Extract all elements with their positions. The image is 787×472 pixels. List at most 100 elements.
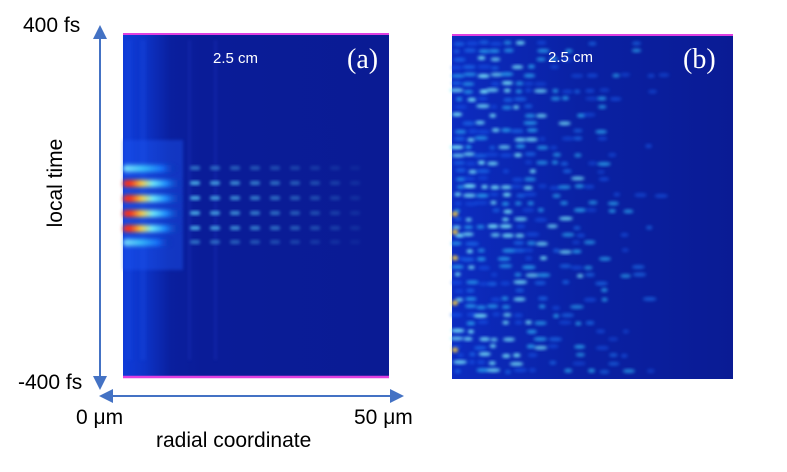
speckle	[487, 281, 498, 286]
speckle	[573, 128, 583, 133]
speckle	[527, 201, 534, 206]
speckle	[588, 41, 597, 46]
speckle	[537, 296, 548, 301]
speckle	[510, 129, 524, 134]
speckle	[570, 176, 585, 181]
speckle	[501, 217, 510, 222]
speckle	[583, 240, 596, 245]
speckle	[527, 353, 538, 358]
speckle	[585, 208, 597, 213]
speckle	[608, 152, 617, 157]
speckle	[453, 160, 466, 165]
fringe-dash	[350, 240, 360, 244]
speckle	[528, 368, 537, 373]
speckle	[645, 144, 653, 149]
speckle	[565, 48, 573, 53]
hot-spot	[452, 229, 458, 235]
speckle	[557, 185, 571, 190]
speckle	[523, 81, 534, 86]
fringe-dash	[210, 166, 220, 170]
speckle	[501, 128, 512, 133]
speckle	[463, 89, 474, 94]
speckle	[477, 96, 488, 101]
fringe-glow	[123, 140, 183, 270]
fringe-dash	[290, 166, 300, 170]
speckle	[597, 161, 611, 166]
speckle	[585, 88, 595, 93]
speckle	[454, 216, 462, 221]
hot-spot	[452, 211, 458, 217]
speckle	[511, 65, 524, 70]
speckle	[454, 369, 461, 374]
speckle	[560, 57, 573, 62]
speckle	[515, 40, 526, 45]
speckle	[490, 57, 501, 62]
speckle	[534, 321, 547, 326]
speckle	[515, 144, 526, 149]
fringe-dash	[230, 226, 240, 230]
fringe-dash	[290, 240, 300, 244]
speckle	[492, 312, 501, 317]
speckle	[454, 129, 467, 134]
speckle	[504, 369, 511, 374]
fringe-stripe	[123, 210, 185, 217]
speckle	[451, 344, 462, 349]
speckle	[525, 88, 532, 93]
fringe-dash	[330, 181, 340, 185]
speckle	[574, 89, 581, 94]
speckle	[450, 328, 465, 333]
speckle	[572, 249, 582, 254]
speckle	[514, 320, 523, 325]
speckle	[647, 73, 655, 78]
speckle	[607, 201, 619, 206]
speckle	[465, 241, 480, 246]
speckle	[597, 169, 605, 174]
speckle	[561, 136, 575, 141]
speckle	[502, 192, 512, 197]
speckle	[513, 240, 525, 245]
speckle	[598, 256, 612, 261]
speckle	[523, 120, 538, 125]
speckle	[529, 169, 537, 174]
speckle	[514, 137, 527, 142]
speckle	[597, 136, 608, 141]
speckle	[573, 208, 587, 213]
speckle	[576, 273, 584, 278]
fringe-dash	[350, 181, 360, 185]
speckle	[631, 264, 645, 269]
speckle	[516, 224, 526, 229]
speckle	[473, 313, 488, 318]
fringe-dash	[330, 166, 340, 170]
panel-b-distance: 2.5 cm	[548, 49, 594, 66]
speckle	[631, 41, 642, 46]
speckle	[477, 248, 485, 253]
speckle	[631, 48, 642, 53]
fringe-dash	[190, 240, 200, 244]
speckle	[451, 81, 462, 86]
speckle	[512, 105, 520, 110]
fringe-stripe	[123, 180, 185, 187]
fringe-dash	[350, 196, 360, 200]
speckle	[464, 201, 478, 206]
speckle	[511, 177, 524, 182]
panel-a-fringes	[123, 140, 360, 270]
speckle	[513, 313, 523, 318]
speckle	[534, 81, 547, 86]
speckle	[475, 120, 486, 125]
speckle	[467, 329, 475, 334]
fringe-dash	[190, 166, 200, 170]
speckle	[455, 168, 466, 173]
speckle	[551, 305, 561, 310]
speckle	[560, 313, 575, 318]
speckle	[464, 297, 477, 302]
speckle	[462, 232, 474, 237]
speckle	[564, 368, 573, 373]
speckle	[547, 344, 559, 349]
speckle	[642, 297, 657, 302]
speckle	[607, 361, 620, 366]
speckle	[536, 57, 546, 62]
speckle	[501, 296, 509, 301]
speckle	[561, 96, 569, 101]
x-axis-right-tick: 50 μm	[354, 406, 413, 429]
fringe-dash	[250, 196, 260, 200]
